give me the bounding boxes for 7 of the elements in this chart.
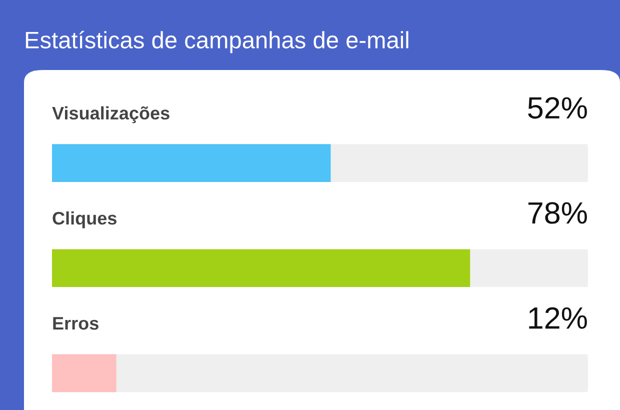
y-tick-label: Cliques [52, 211, 116, 228]
data-label: 78% [528, 202, 587, 224]
y-tick-label: Erros [53, 317, 98, 330]
data-label: 12% [529, 307, 587, 329]
data-label: 52% [528, 97, 587, 119]
y-tick-label: Visualizações [52, 106, 170, 124]
chart-title: Estatísticas de campanhas de e-mail [26, 30, 408, 54]
